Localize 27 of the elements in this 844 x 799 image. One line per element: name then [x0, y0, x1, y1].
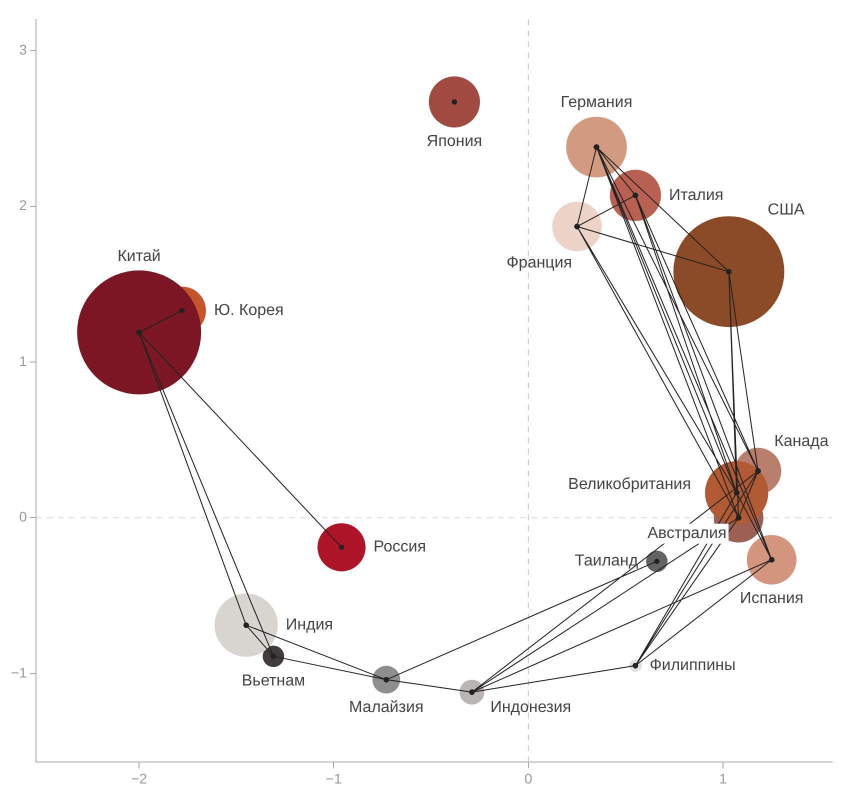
series-label: Китай: [117, 248, 161, 265]
series-label: Индия: [286, 616, 334, 634]
series-label: Великобритания: [568, 476, 692, 494]
series-label: Ю. Корея: [214, 302, 284, 320]
y-tick-label: 1: [19, 352, 28, 369]
series-label: Индонезия: [490, 698, 572, 716]
series-label: Япония: [426, 132, 482, 150]
series-label: Малайзия: [349, 698, 424, 716]
y-tick-label: −1: [10, 664, 28, 680]
y-tick-label: 0: [19, 508, 28, 525]
x-tick-label: −2: [131, 770, 148, 786]
series-label: Вьетнам: [242, 672, 306, 690]
series-label: Франция: [506, 254, 572, 272]
x-tick-label: −1: [326, 770, 342, 786]
series-label: Испания: [740, 590, 804, 607]
series-label: США: [768, 202, 805, 219]
series-label: Германия: [560, 94, 632, 112]
series-label: Австралия: [648, 525, 727, 542]
x-tick-label: 0: [524, 770, 532, 786]
y-tick-label: 2: [19, 197, 28, 214]
series-label: Италия: [668, 186, 724, 204]
series-label: Таиланд: [574, 552, 639, 570]
series-label: Канада: [774, 433, 829, 450]
x-tick-label: 1: [719, 770, 728, 786]
y-tick-label: 3: [19, 41, 28, 58]
series-label: Филиппины: [650, 657, 736, 674]
series-label: Россия: [374, 538, 426, 556]
